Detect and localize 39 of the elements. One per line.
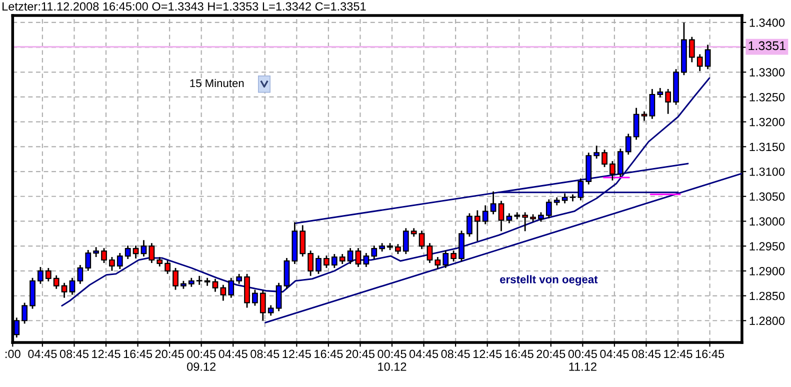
x-tick-label: 08:45 [441, 350, 470, 358]
x-tick-label: 04:45 [218, 350, 248, 358]
annotation: erstellt von oegeat [500, 275, 598, 286]
x-tick-label: 00:45 11.12 [568, 350, 597, 371]
x-tick-label: 08:45 [632, 350, 661, 358]
y-tick-label: 1.2850 [750, 292, 785, 300]
y-tick-label: 1.3300 [750, 68, 785, 77]
ref-line-label: 1.3351 [748, 41, 786, 50]
y-tick-label: 1.3100 [750, 168, 785, 176]
x-tick-label: 08:45 [60, 350, 89, 358]
y-tick-label: 1.2800 [750, 316, 785, 326]
x-tick-label: 20:45 [155, 350, 184, 358]
x-tick-label: 20:45 [346, 350, 375, 358]
x-tick-label: 12:45 [473, 350, 502, 358]
x-tick-label: 16:45 [124, 350, 152, 358]
x-tick-label: 04:45 [28, 350, 57, 358]
y-tick-label: 1.3400 [750, 18, 785, 27]
x-tick-label: 04:45 [600, 350, 629, 358]
x-tick-label: 20:45 [536, 350, 566, 358]
y-tick-label: 1.3250 [750, 93, 785, 102]
y-tick-label: 1.3200 [750, 118, 785, 126]
x-tick-label: 16:45 [505, 350, 534, 358]
y-tick-label: 1.2900 [750, 266, 785, 276]
x-tick-label: 00:45 09.12 [187, 350, 216, 371]
annotation: 15 Minuten [190, 78, 244, 88]
x-tick-label: 16:45 [314, 350, 343, 358]
y-tick-label: 1.3150 [750, 142, 785, 152]
x-tick-label: 12:45 [664, 350, 692, 358]
x-tick-label: 16:45 [696, 350, 724, 358]
y-tick-label: 1.2950 [750, 242, 785, 250]
y-tick-label: 1.3050 [750, 192, 785, 201]
x-tick-label: 04:45 [409, 350, 438, 358]
x-tick-label: 00:45 10.12 [378, 350, 406, 371]
y-tick-label: 1.3000 [750, 217, 785, 226]
x-tick-label: :00 [6, 350, 20, 358]
chart-title: Letzter:11.12.2008 16:45:00 O=1.3343 H=1.3353 L=1.3342 C=1.3351 [2, 2, 366, 11]
x-tick-label: 12:45 [92, 350, 120, 358]
x-tick-label: 12:45 [282, 350, 311, 358]
x-tick-label: 08:45 [250, 350, 280, 358]
